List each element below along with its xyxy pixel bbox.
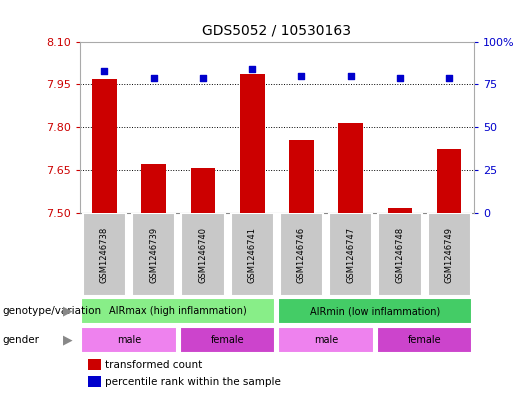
Text: ▶: ▶ xyxy=(62,305,72,318)
Bar xyxy=(338,123,363,213)
FancyBboxPatch shape xyxy=(231,213,274,296)
Point xyxy=(347,73,355,79)
Text: male: male xyxy=(314,334,338,345)
Title: GDS5052 / 10530163: GDS5052 / 10530163 xyxy=(202,24,351,38)
Bar xyxy=(88,376,101,387)
Bar xyxy=(289,140,314,213)
Text: GSM1246738: GSM1246738 xyxy=(100,227,109,283)
Bar xyxy=(92,79,117,213)
FancyBboxPatch shape xyxy=(280,213,323,296)
Text: GSM1246749: GSM1246749 xyxy=(444,227,454,283)
Point xyxy=(100,68,109,74)
Bar xyxy=(142,164,166,213)
Text: genotype/variation: genotype/variation xyxy=(3,306,101,316)
Point xyxy=(199,74,207,81)
Point xyxy=(445,74,453,81)
Text: AIRmax (high inflammation): AIRmax (high inflammation) xyxy=(110,306,247,316)
Text: female: female xyxy=(408,334,441,345)
Point xyxy=(248,66,256,72)
Bar xyxy=(388,208,412,213)
FancyBboxPatch shape xyxy=(278,298,472,324)
Text: GSM1246740: GSM1246740 xyxy=(198,227,208,283)
Text: GSM1246748: GSM1246748 xyxy=(396,227,404,283)
Text: GSM1246741: GSM1246741 xyxy=(248,227,256,283)
Text: gender: gender xyxy=(3,334,40,345)
Bar xyxy=(240,74,265,213)
Text: GSM1246747: GSM1246747 xyxy=(346,227,355,283)
Bar xyxy=(88,359,101,370)
FancyBboxPatch shape xyxy=(81,327,177,353)
Text: female: female xyxy=(211,334,245,345)
FancyBboxPatch shape xyxy=(181,213,225,296)
Text: male: male xyxy=(117,334,141,345)
Text: GSM1246746: GSM1246746 xyxy=(297,227,306,283)
Text: AIRmin (low inflammation): AIRmin (low inflammation) xyxy=(310,306,440,316)
FancyBboxPatch shape xyxy=(132,213,176,296)
Text: transformed count: transformed count xyxy=(106,360,203,370)
Text: percentile rank within the sample: percentile rank within the sample xyxy=(106,377,281,387)
FancyBboxPatch shape xyxy=(278,327,374,353)
FancyBboxPatch shape xyxy=(378,213,422,296)
FancyBboxPatch shape xyxy=(81,298,276,324)
Bar xyxy=(191,169,215,213)
Point xyxy=(149,74,158,81)
FancyBboxPatch shape xyxy=(329,213,372,296)
FancyBboxPatch shape xyxy=(377,327,472,353)
Text: GSM1246739: GSM1246739 xyxy=(149,227,158,283)
FancyBboxPatch shape xyxy=(427,213,471,296)
FancyBboxPatch shape xyxy=(83,213,126,296)
Point xyxy=(297,73,305,79)
Bar xyxy=(437,149,461,213)
FancyBboxPatch shape xyxy=(180,327,276,353)
Text: ▶: ▶ xyxy=(62,333,72,346)
Point xyxy=(396,74,404,81)
